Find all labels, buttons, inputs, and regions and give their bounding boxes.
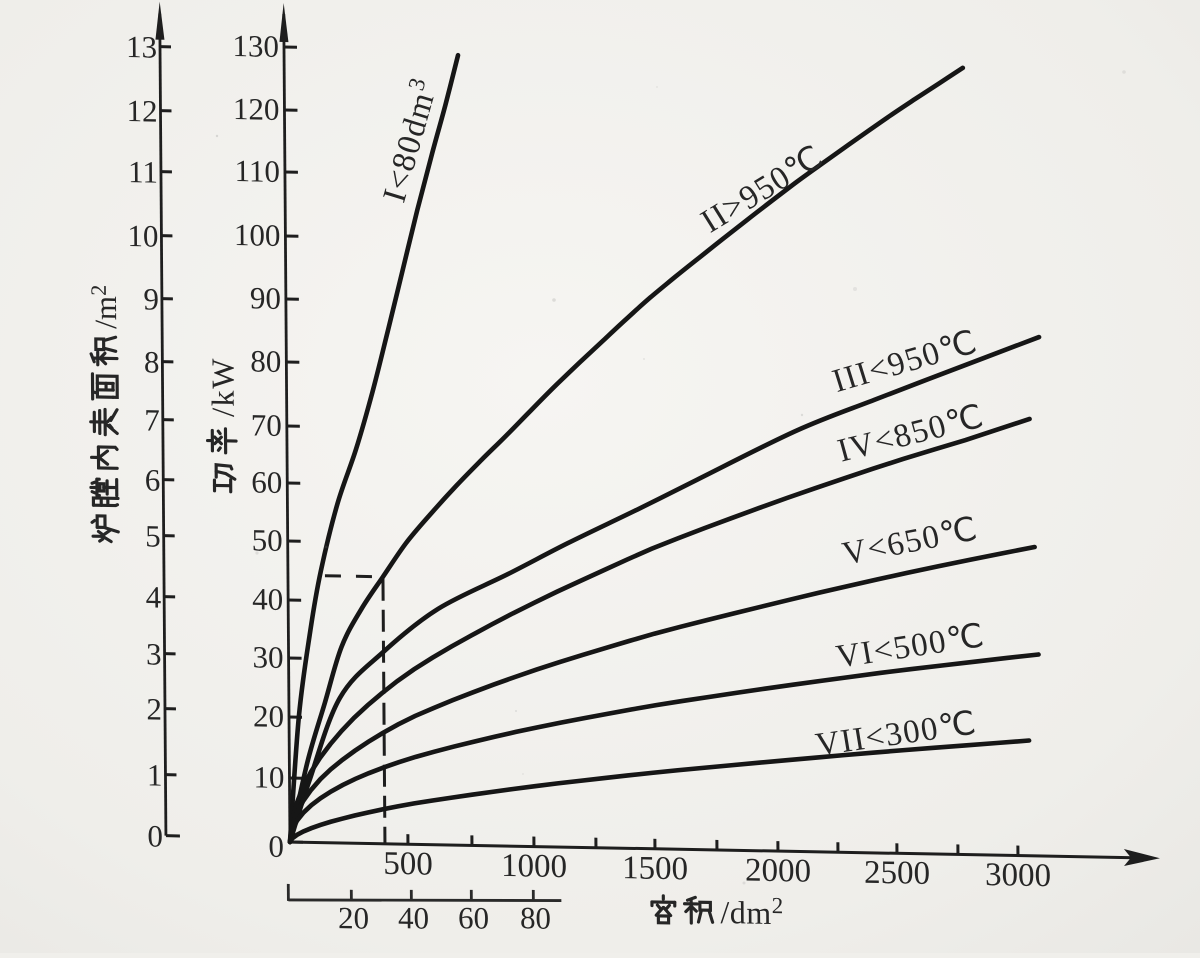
svg-text:7: 7 xyxy=(144,402,160,437)
svg-text:110: 110 xyxy=(234,153,280,189)
svg-text:40: 40 xyxy=(252,581,283,617)
svg-text:12: 12 xyxy=(126,93,157,129)
svg-text:90: 90 xyxy=(250,280,281,316)
svg-text:130: 130 xyxy=(232,28,279,64)
svg-text:0: 0 xyxy=(147,818,163,853)
svg-text:60: 60 xyxy=(458,900,489,936)
svg-text:11: 11 xyxy=(128,154,158,190)
svg-text:50: 50 xyxy=(252,522,283,558)
svg-text:30: 30 xyxy=(252,639,283,675)
svg-text:10: 10 xyxy=(127,218,158,254)
svg-text:1000: 1000 xyxy=(501,848,567,885)
svg-text:/kW: /kW xyxy=(204,357,240,417)
svg-text:9: 9 xyxy=(143,281,159,316)
svg-text:3: 3 xyxy=(146,636,162,671)
svg-text:60: 60 xyxy=(251,464,282,500)
svg-text:20: 20 xyxy=(253,698,284,734)
svg-text:120: 120 xyxy=(233,91,280,127)
svg-text:13: 13 xyxy=(126,29,157,65)
svg-text:2000: 2000 xyxy=(745,852,811,889)
svg-text:2500: 2500 xyxy=(864,855,930,892)
svg-text:20: 20 xyxy=(338,900,369,936)
svg-text:1500: 1500 xyxy=(622,850,688,887)
svg-text:4: 4 xyxy=(146,579,162,614)
svg-text:5: 5 xyxy=(145,518,161,553)
svg-text:80: 80 xyxy=(520,900,551,936)
svg-text:80: 80 xyxy=(250,343,281,379)
svg-text:1: 1 xyxy=(147,757,163,792)
svg-text:70: 70 xyxy=(251,407,282,443)
svg-text:6: 6 xyxy=(145,462,161,497)
svg-text:8: 8 xyxy=(144,344,160,379)
svg-text:3000: 3000 xyxy=(985,857,1051,894)
svg-text:500: 500 xyxy=(383,846,433,883)
svg-text:10: 10 xyxy=(253,759,284,795)
svg-text:0: 0 xyxy=(268,829,284,864)
svg-text:40: 40 xyxy=(398,900,429,936)
svg-text:100: 100 xyxy=(234,217,281,253)
svg-text:2: 2 xyxy=(146,691,162,726)
